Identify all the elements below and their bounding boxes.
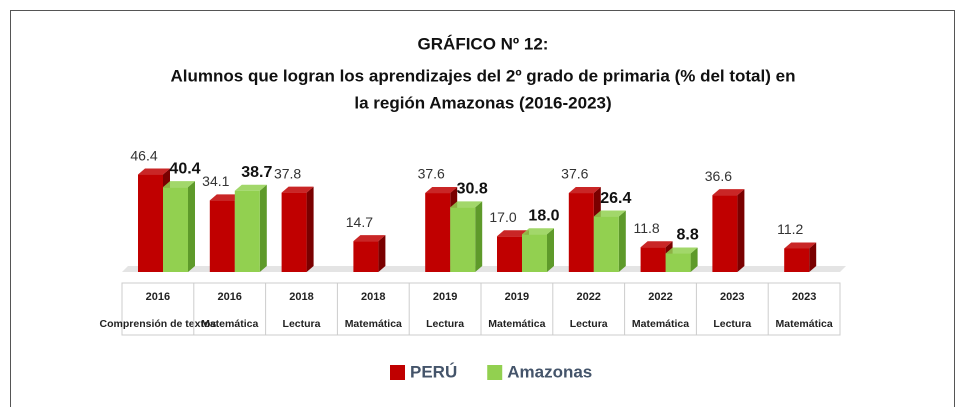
bar-top (281, 186, 314, 193)
bar (497, 236, 522, 272)
x-tick-label: 2019 (433, 291, 457, 303)
bar (353, 241, 379, 272)
bar-top (209, 194, 242, 201)
bar (163, 187, 188, 272)
bar-top (497, 230, 529, 237)
x-tick-label: Lectura (283, 318, 321, 330)
x-tick-label: Lectura (713, 318, 751, 330)
x-tick-label: 2023 (720, 291, 744, 303)
bar-top (640, 241, 673, 248)
x-tick-label: 2016 (146, 291, 170, 303)
x-tick-label: Lectura (570, 318, 608, 330)
data-label: 30.8 (457, 181, 488, 198)
bar-top (353, 235, 386, 242)
x-tick-label: Lectura (426, 318, 464, 330)
bar-side (306, 186, 314, 272)
bar (665, 253, 691, 272)
bar (450, 207, 476, 272)
data-label: 11.2 (777, 221, 803, 237)
bar-top (568, 187, 601, 194)
legend-swatch (487, 365, 503, 380)
bar-side (188, 181, 195, 272)
data-label: 11.8 (633, 220, 659, 236)
data-label: 37.6 (561, 166, 588, 182)
bar-top (138, 168, 170, 175)
x-tick-label: 2018 (361, 291, 385, 303)
data-label: 14.7 (346, 214, 373, 230)
bar-top (712, 189, 745, 196)
bar (138, 174, 163, 272)
data-label: 34.1 (202, 173, 229, 189)
x-tick-label: Matemática (488, 318, 545, 330)
bar (784, 248, 810, 272)
legend-label: Amazonas (507, 362, 592, 381)
bar (712, 195, 738, 272)
bar-side (547, 228, 554, 272)
bar-top (593, 210, 626, 217)
bar-side (378, 235, 386, 272)
data-label: 46.4 (130, 147, 157, 163)
bar-top (665, 247, 698, 254)
chart-title: Alumnos que logran los aprendizajes del … (171, 66, 796, 85)
x-tick-label: 2022 (648, 291, 672, 303)
bar-top (784, 242, 817, 249)
bar (593, 216, 619, 272)
data-label: 8.8 (676, 227, 698, 244)
x-tick-label: 2023 (792, 291, 816, 303)
data-label: 37.8 (274, 165, 301, 181)
bar-top (450, 201, 483, 208)
bar-side (737, 189, 745, 272)
chart-title: la región Amazonas (2016-2023) (354, 93, 611, 112)
bar (281, 192, 307, 272)
bar-side (259, 184, 267, 272)
data-label: 18.0 (528, 207, 559, 224)
bar (640, 247, 666, 272)
bar (522, 234, 547, 272)
bar-top (425, 187, 458, 194)
chart-title: GRÁFICO Nº 12: (418, 34, 549, 53)
bar-side (690, 247, 698, 272)
x-tick-label: Matemática (632, 318, 689, 330)
data-label: 36.6 (705, 168, 732, 184)
bar-side (618, 210, 626, 272)
legend-swatch (390, 365, 405, 380)
bar-top (234, 184, 267, 191)
x-tick-label: 2018 (289, 291, 313, 303)
bar (234, 190, 260, 272)
data-label: 17.0 (489, 209, 516, 225)
x-tick-label: 2022 (576, 291, 600, 303)
x-tick-label: Matemática (775, 318, 832, 330)
data-label: 37.6 (418, 166, 445, 182)
bar (568, 193, 594, 272)
data-label: 40.4 (169, 160, 200, 177)
bar-side (475, 201, 483, 272)
x-tick-label: Matemática (345, 318, 402, 330)
x-tick-label: Matemática (201, 318, 258, 330)
x-tick-label: Comprensión de textos (100, 318, 217, 330)
data-label: 38.7 (241, 164, 272, 181)
bar-side (809, 242, 817, 272)
data-label: 26.4 (600, 190, 631, 207)
x-tick-label: 2016 (217, 291, 241, 303)
legend-label: PERÚ (410, 362, 457, 381)
bar (425, 193, 451, 272)
x-tick-label: 2019 (505, 291, 529, 303)
bar (209, 200, 235, 272)
bar-top (163, 181, 195, 188)
bar-top (522, 228, 554, 235)
